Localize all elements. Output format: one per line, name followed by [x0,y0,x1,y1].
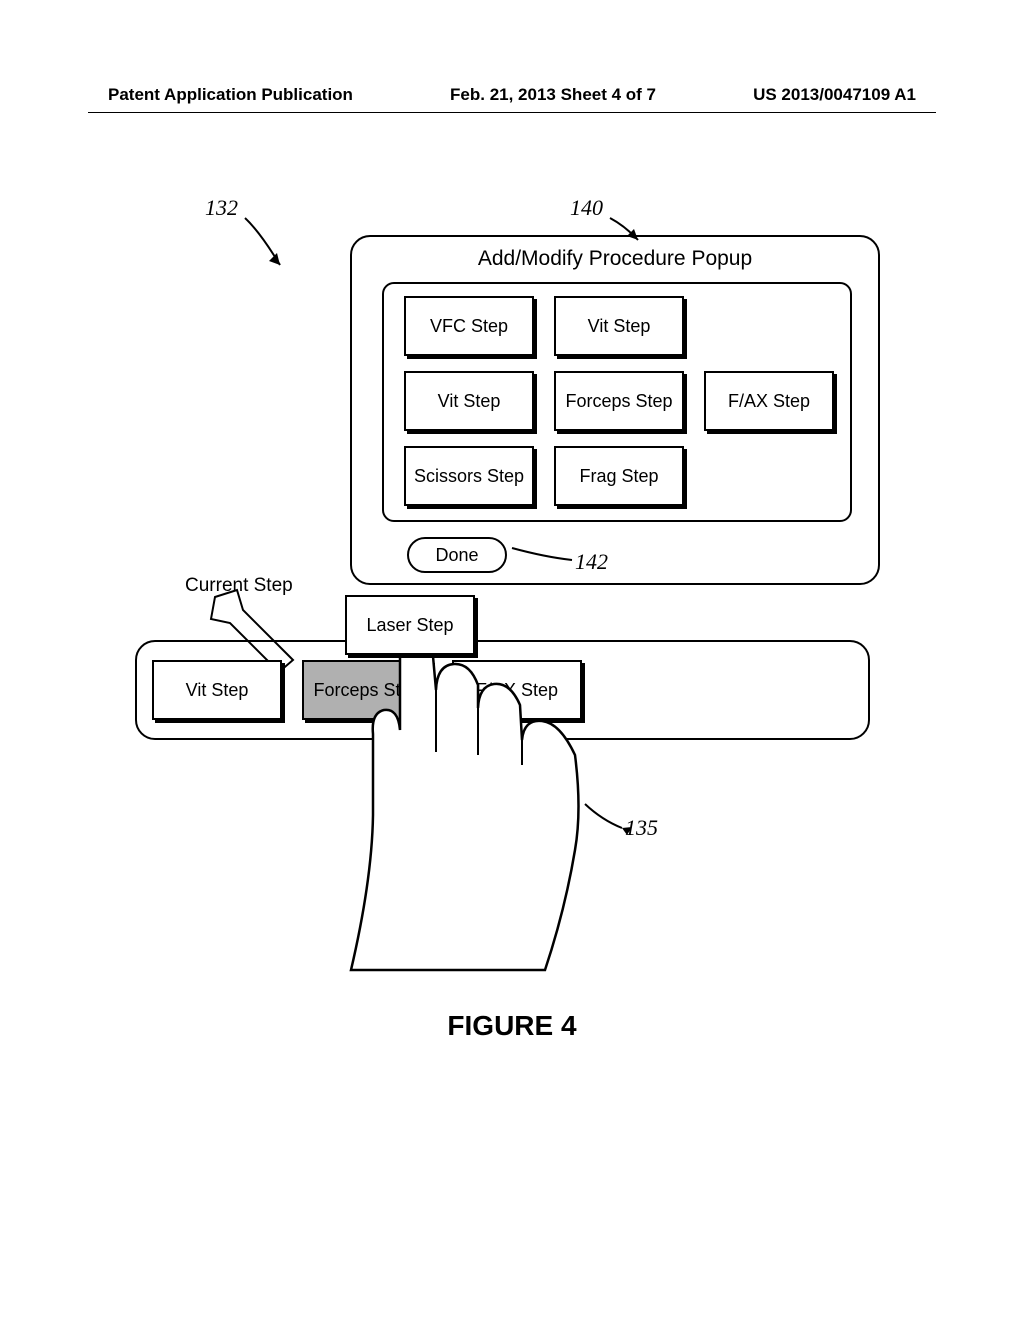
header-rule [88,112,936,113]
procedure-step-button[interactable]: Forceps Step [302,660,432,720]
popup-step-button[interactable]: F/AX Step [704,371,834,431]
figure-caption: FIGURE 4 [0,1010,1024,1042]
popup-step-grid: VFC Step Vit Step Vit Step Forceps Step F/AX… [382,282,852,522]
current-step-label: Current Step [185,575,293,597]
procedure-step-button[interactable]: F/AX Step [452,660,582,720]
procedure-step-button[interactable]: Vit Step [152,660,282,720]
header-bar: Patent Application Publication Feb. 21, … [0,85,1024,105]
lead-132: 132 [205,195,238,221]
popup-step-button[interactable]: Vit Step [404,371,534,431]
popup-step-button[interactable]: Frag Step [554,446,684,506]
popup-step-button[interactable]: Scissors Step [404,446,534,506]
dragged-step-laser[interactable]: Laser Step [345,595,475,655]
add-modify-procedure-popup: Add/Modify Procedure Popup VFC Step Vit S… [350,235,880,585]
popup-step-button[interactable]: Vit Step [554,296,684,356]
header-left: Patent Application Publication [108,85,353,105]
done-button[interactable]: Done [407,537,507,573]
lead-140: 140 [570,195,603,221]
header-right: US 2013/0047109 A1 [753,85,916,105]
figure-area: 132 140 142 135 Add/Modify Procedure Pop… [0,200,1024,1100]
procedure-step-bar: Vit Step Forceps Step F/AX Step [135,640,870,740]
popup-title: Add/Modify Procedure Popup [352,247,878,271]
popup-step-button[interactable]: VFC Step [404,296,534,356]
header-center: Feb. 21, 2013 Sheet 4 of 7 [450,85,656,105]
lead-135: 135 [625,815,658,841]
popup-step-button[interactable]: Forceps Step [554,371,684,431]
